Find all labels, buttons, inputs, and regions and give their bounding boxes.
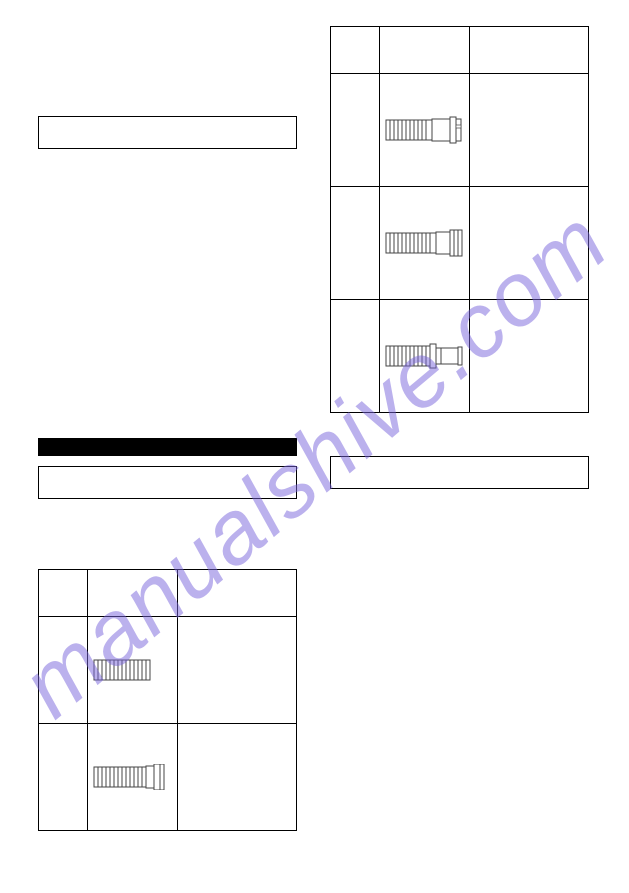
table-cell bbox=[177, 724, 296, 831]
right-box-1 bbox=[330, 456, 589, 489]
hose-flange-icon bbox=[93, 764, 171, 790]
table-cell-icon bbox=[87, 617, 177, 724]
table-header bbox=[87, 570, 177, 617]
table-header bbox=[469, 27, 588, 74]
hose-reducer-icon bbox=[385, 341, 463, 371]
table-header bbox=[177, 570, 296, 617]
hose-plain-icon bbox=[93, 657, 171, 683]
parts-table-left bbox=[38, 569, 297, 831]
table-row bbox=[331, 74, 589, 187]
table-header bbox=[39, 570, 88, 617]
table-cell-icon bbox=[379, 74, 469, 187]
table-row bbox=[331, 27, 589, 74]
table-cell-icon bbox=[379, 187, 469, 300]
table-cell bbox=[331, 74, 380, 187]
table-cell bbox=[331, 300, 380, 413]
hose-smooth-collar-icon bbox=[385, 115, 463, 145]
table-cell bbox=[469, 300, 588, 413]
table-cell bbox=[177, 617, 296, 724]
parts-table-right bbox=[330, 26, 589, 413]
hose-ribbed-collar-icon bbox=[385, 228, 463, 258]
table-header bbox=[331, 27, 380, 74]
left-box-2 bbox=[38, 466, 297, 499]
table-row bbox=[39, 570, 297, 617]
table-cell bbox=[39, 724, 88, 831]
table-cell bbox=[469, 187, 588, 300]
table-cell bbox=[39, 617, 88, 724]
table-row bbox=[331, 300, 589, 413]
table-header bbox=[379, 27, 469, 74]
table-row bbox=[331, 187, 589, 300]
table-cell bbox=[469, 74, 588, 187]
table-row bbox=[39, 617, 297, 724]
left-box-1 bbox=[38, 116, 297, 149]
table-cell-icon bbox=[87, 724, 177, 831]
table-cell bbox=[331, 187, 380, 300]
table-row bbox=[39, 724, 297, 831]
table-cell-icon bbox=[379, 300, 469, 413]
section-divider-bar bbox=[38, 438, 297, 456]
